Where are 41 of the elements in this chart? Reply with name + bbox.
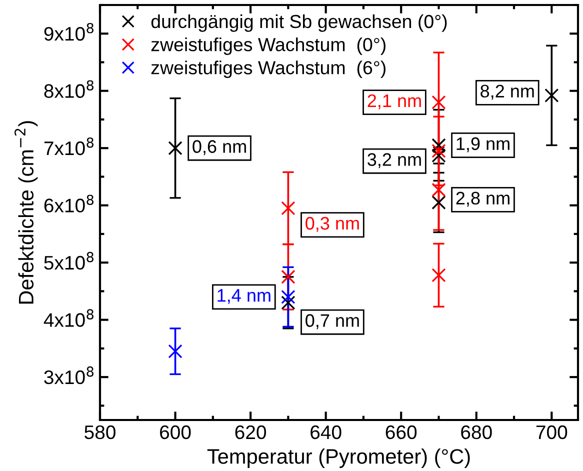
- point: [281, 201, 296, 216]
- point: [432, 195, 446, 210]
- annotation: 0,6 nm: [192, 140, 246, 156]
- point: [281, 290, 296, 304]
- point: [432, 138, 446, 152]
- x-tick-label: 680: [461, 425, 492, 440]
- annotation: 1,9 nm: [456, 137, 510, 152]
- point: [168, 141, 182, 156]
- x-tick-label: 620: [235, 425, 266, 440]
- legend-label: zweistufiges Wachstum (6°): [151, 60, 386, 78]
- x-tick-label: 700: [536, 425, 568, 440]
- annotation: 2,8 nm: [456, 192, 510, 207]
- y-tick-label: 8x10$^{8}$: [44, 80, 94, 98]
- x-tick-label: 640: [310, 425, 342, 440]
- legend-label: durchgängig mit Sb gewachsen (0°): [151, 14, 447, 32]
- y-tick-label: 4x10$^{8}$: [44, 309, 94, 327]
- y-tick-label: 3x10$^{8}$: [44, 366, 94, 384]
- point: [168, 344, 182, 358]
- point: [544, 88, 559, 103]
- annotation: 2,1 nm: [368, 94, 421, 110]
- point: [281, 296, 296, 310]
- annotation: 3,2 nm: [368, 153, 421, 168]
- x-tick-label: 600: [160, 425, 191, 440]
- y-tick-label: 9x10$^{8}$: [44, 22, 94, 41]
- y-tick-label: 5x10$^{8}$: [44, 252, 94, 270]
- point: [432, 95, 446, 110]
- y-tick-label: 6x10$^{8}$: [44, 194, 94, 212]
- annotation: 0,7 nm: [306, 314, 359, 330]
- point: [432, 268, 446, 282]
- y-tick-label: 7x10$^{8}$: [44, 137, 94, 156]
- annotation: 0,3 nm: [306, 216, 359, 232]
- point: [281, 270, 296, 284]
- annotation: 1,4 nm: [218, 289, 270, 304]
- y-axis-title: Defektdichte (cm$^{−2}$): [14, 121, 38, 304]
- point: [432, 182, 446, 197]
- x-tick-label: 580: [84, 425, 116, 440]
- legend-label: zweistufiges Wachstum (0°): [151, 37, 386, 55]
- x-axis-title: Temperatur (Pyrometer) (°C): [207, 448, 470, 468]
- point: [432, 144, 446, 158]
- x-tick-label: 660: [386, 425, 417, 440]
- annotation: 8,2 nm: [480, 84, 534, 100]
